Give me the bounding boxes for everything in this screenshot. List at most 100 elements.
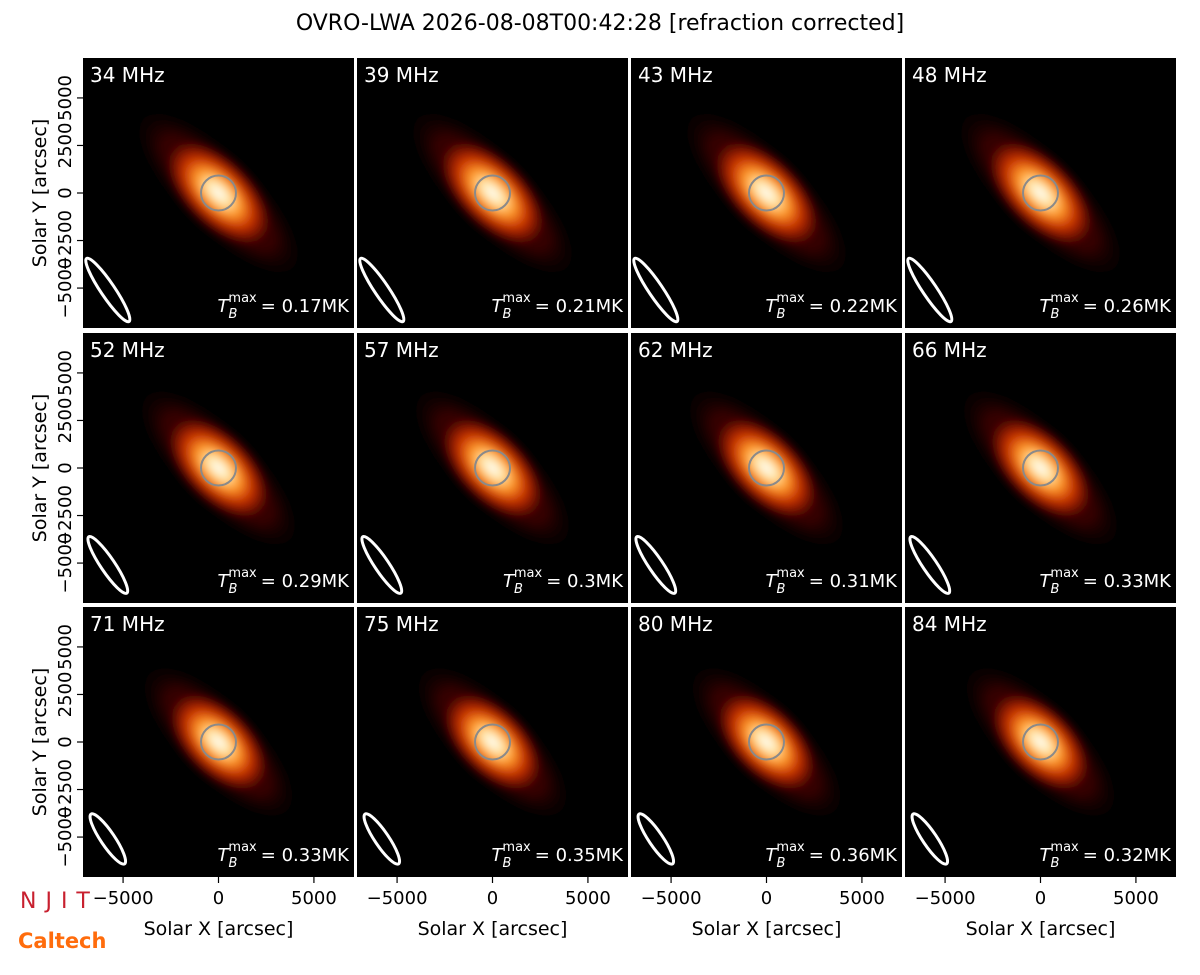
emission-core xyxy=(161,136,276,250)
tb-sub: B xyxy=(1051,307,1060,322)
beam xyxy=(360,535,404,595)
solar-image xyxy=(950,103,1131,283)
solar-disk xyxy=(1022,449,1059,487)
tb-value: 0.33MK xyxy=(1104,571,1173,592)
emission-core xyxy=(983,136,1098,250)
tb-sub: B xyxy=(229,582,238,597)
tb-relation: = xyxy=(1083,571,1098,592)
tb-value: 0.35MK xyxy=(556,845,625,866)
x-tick-label: 0 xyxy=(1035,888,1046,909)
solar-image xyxy=(676,103,857,283)
emission-core xyxy=(439,688,546,796)
caltech-logo: Caltech xyxy=(18,929,106,953)
tb-symbol: T xyxy=(218,845,231,866)
solar-image xyxy=(405,381,580,555)
x-tick-label: 5000 xyxy=(839,888,885,909)
tb-sup: max xyxy=(1050,840,1079,855)
y-tick-label: 5000 xyxy=(55,350,76,396)
panel: 43 MHz TBmax = 0.22MK xyxy=(631,58,902,328)
solar-image xyxy=(128,103,309,283)
y-tick-label: 2500 xyxy=(55,123,76,169)
tb-max-label: TBmax = 0.33MK xyxy=(218,840,351,871)
panel: 84 MHz TBmax = 0.32MK xyxy=(905,607,1176,877)
emission-core xyxy=(987,688,1094,796)
x-axis-label: Solar X [arcsec] xyxy=(144,918,294,940)
frequency-label: 48 MHz xyxy=(912,63,987,87)
emission-core xyxy=(437,412,548,524)
tb-symbol: T xyxy=(766,845,779,866)
solar-disk xyxy=(1022,723,1059,761)
tb-relation: = xyxy=(535,845,550,866)
tb-max-label: TBmax = 0.3MK xyxy=(503,566,624,597)
beam xyxy=(908,535,952,595)
panel: 80 MHz TBmax = 0.36MK xyxy=(631,607,902,877)
emission-core xyxy=(713,688,820,796)
tb-symbol: T xyxy=(1040,845,1053,866)
tb-value: 0.3MK xyxy=(567,571,624,592)
tb-relation: = xyxy=(261,845,276,866)
tb-value: 0.22MK xyxy=(830,296,899,317)
x-tick-label: −5000 xyxy=(641,888,702,909)
y-tick-label: 2500 xyxy=(55,398,76,444)
x-tick-label: −5000 xyxy=(93,888,154,909)
y-axis-label: Solar Y [arcsec] xyxy=(29,668,51,816)
tb-value: 0.21MK xyxy=(556,296,625,317)
tb-relation: = xyxy=(1083,845,1098,866)
frequency-label: 66 MHz xyxy=(912,338,987,362)
tb-max-label: TBmax = 0.32MK xyxy=(1040,840,1173,871)
emission-core xyxy=(709,136,824,250)
tb-sup: max xyxy=(776,291,805,306)
tb-relation: = xyxy=(809,571,824,592)
solar-disk xyxy=(748,723,785,761)
y-tick-label: 2500 xyxy=(55,672,76,718)
frequency-label: 71 MHz xyxy=(90,612,165,636)
tb-value: 0.36MK xyxy=(830,845,899,866)
tb-sub: B xyxy=(229,307,238,322)
emission-core xyxy=(711,412,822,524)
x-tick-label: 0 xyxy=(487,888,498,909)
solar-image xyxy=(679,381,854,555)
solar-image xyxy=(956,658,1125,826)
x-tick-label: −5000 xyxy=(367,888,428,909)
tb-sub: B xyxy=(1051,856,1060,871)
solar-disk xyxy=(474,174,511,212)
solar-disk xyxy=(200,449,237,487)
y-tick-label: 5000 xyxy=(55,624,76,670)
tb-max-label: TBmax = 0.22MK xyxy=(766,291,899,322)
tb-sup: max xyxy=(502,291,531,306)
tb-sup: max xyxy=(1050,566,1079,581)
tb-max-label: TBmax = 0.35MK xyxy=(492,840,625,871)
tb-symbol: T xyxy=(492,845,505,866)
y-tick-label: −5000 xyxy=(55,807,76,868)
y-axis-label: Solar Y [arcsec] xyxy=(29,394,51,542)
tb-max-label: TBmax = 0.29MK xyxy=(218,566,351,597)
y-tick-label: −2500 xyxy=(55,210,76,271)
tb-symbol: T xyxy=(766,571,779,592)
figure-title: OVRO-LWA 2026-08-08T00:42:28 [refraction… xyxy=(296,11,904,36)
tb-relation: = xyxy=(809,845,824,866)
emission-core xyxy=(985,412,1096,524)
tb-relation: = xyxy=(261,296,276,317)
panel: 62 MHz TBmax = 0.31MK xyxy=(631,333,902,603)
x-tick-label: −5000 xyxy=(915,888,976,909)
x-tick-label: 5000 xyxy=(1113,888,1159,909)
panel: 34 MHz TBmax = 0.17MK xyxy=(83,58,354,328)
tb-sub: B xyxy=(514,582,523,597)
tb-value: 0.17MK xyxy=(282,296,351,317)
solar-image xyxy=(131,381,306,555)
solar-disk xyxy=(200,174,237,212)
x-tick-label: 0 xyxy=(761,888,772,909)
tb-sup: max xyxy=(776,840,805,855)
panel: 57 MHz TBmax = 0.3MK xyxy=(357,333,628,603)
x-tick-label: 5000 xyxy=(565,888,611,909)
beam xyxy=(906,256,954,324)
beam xyxy=(910,812,950,866)
tb-max-label: TBmax = 0.17MK xyxy=(218,291,351,322)
tb-value: 0.29MK xyxy=(282,571,351,592)
tb-sub: B xyxy=(503,307,512,322)
frequency-label: 43 MHz xyxy=(638,63,713,87)
solar-disk xyxy=(474,449,511,487)
x-tick-label: 0 xyxy=(213,888,224,909)
solar-disk xyxy=(748,449,785,487)
beam xyxy=(86,535,130,595)
